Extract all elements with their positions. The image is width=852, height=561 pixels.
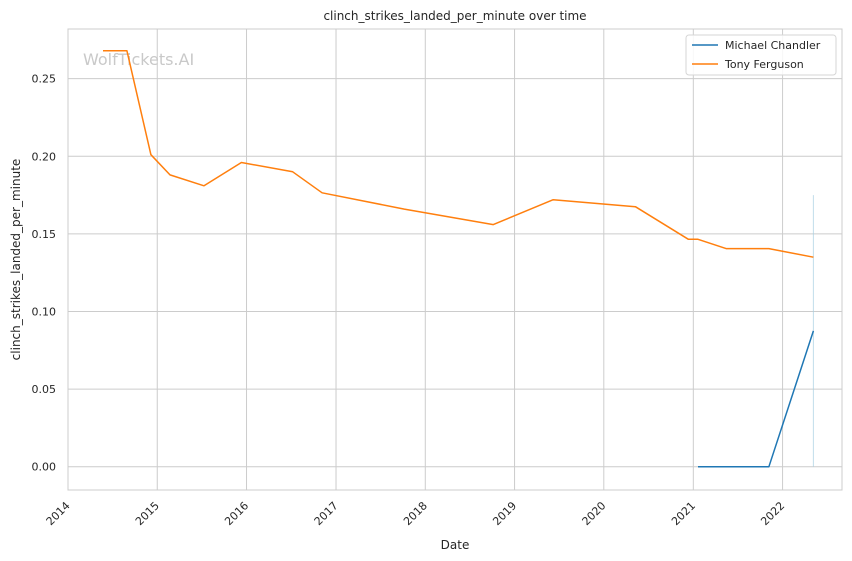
y-axis-label: clinch_strikes_landed_per_minute (9, 159, 23, 361)
legend: Michael Chandler Tony Ferguson (685, 34, 837, 76)
legend-label: Tony Ferguson (724, 58, 804, 71)
watermark: WolfTickets.AI (83, 50, 194, 69)
series-line (698, 330, 815, 468)
y-tick-label: 0.25 (32, 73, 57, 86)
plot-frame (67, 28, 843, 491)
tick-labels: 2014 2015 2016 2017 2018 2019 2020 2021 20220.00… (32, 73, 788, 528)
y-tick-label: 0.00 (32, 461, 57, 474)
y-tick-label: 0.20 (32, 150, 57, 163)
legend-box (685, 34, 837, 76)
axes (67, 28, 843, 491)
legend-label: Michael Chandler (725, 39, 821, 52)
series-group (103, 49, 815, 468)
series-line (103, 49, 814, 258)
y-tick-label: 0.05 (32, 383, 57, 396)
x-axis-label: Date (441, 538, 470, 552)
plot-area (68, 29, 842, 490)
chart-title: clinch_strikes_landed_per_minute over ti… (323, 9, 586, 23)
y-tick-label: 0.10 (32, 305, 57, 318)
y-tick-label: 0.15 (32, 228, 57, 241)
